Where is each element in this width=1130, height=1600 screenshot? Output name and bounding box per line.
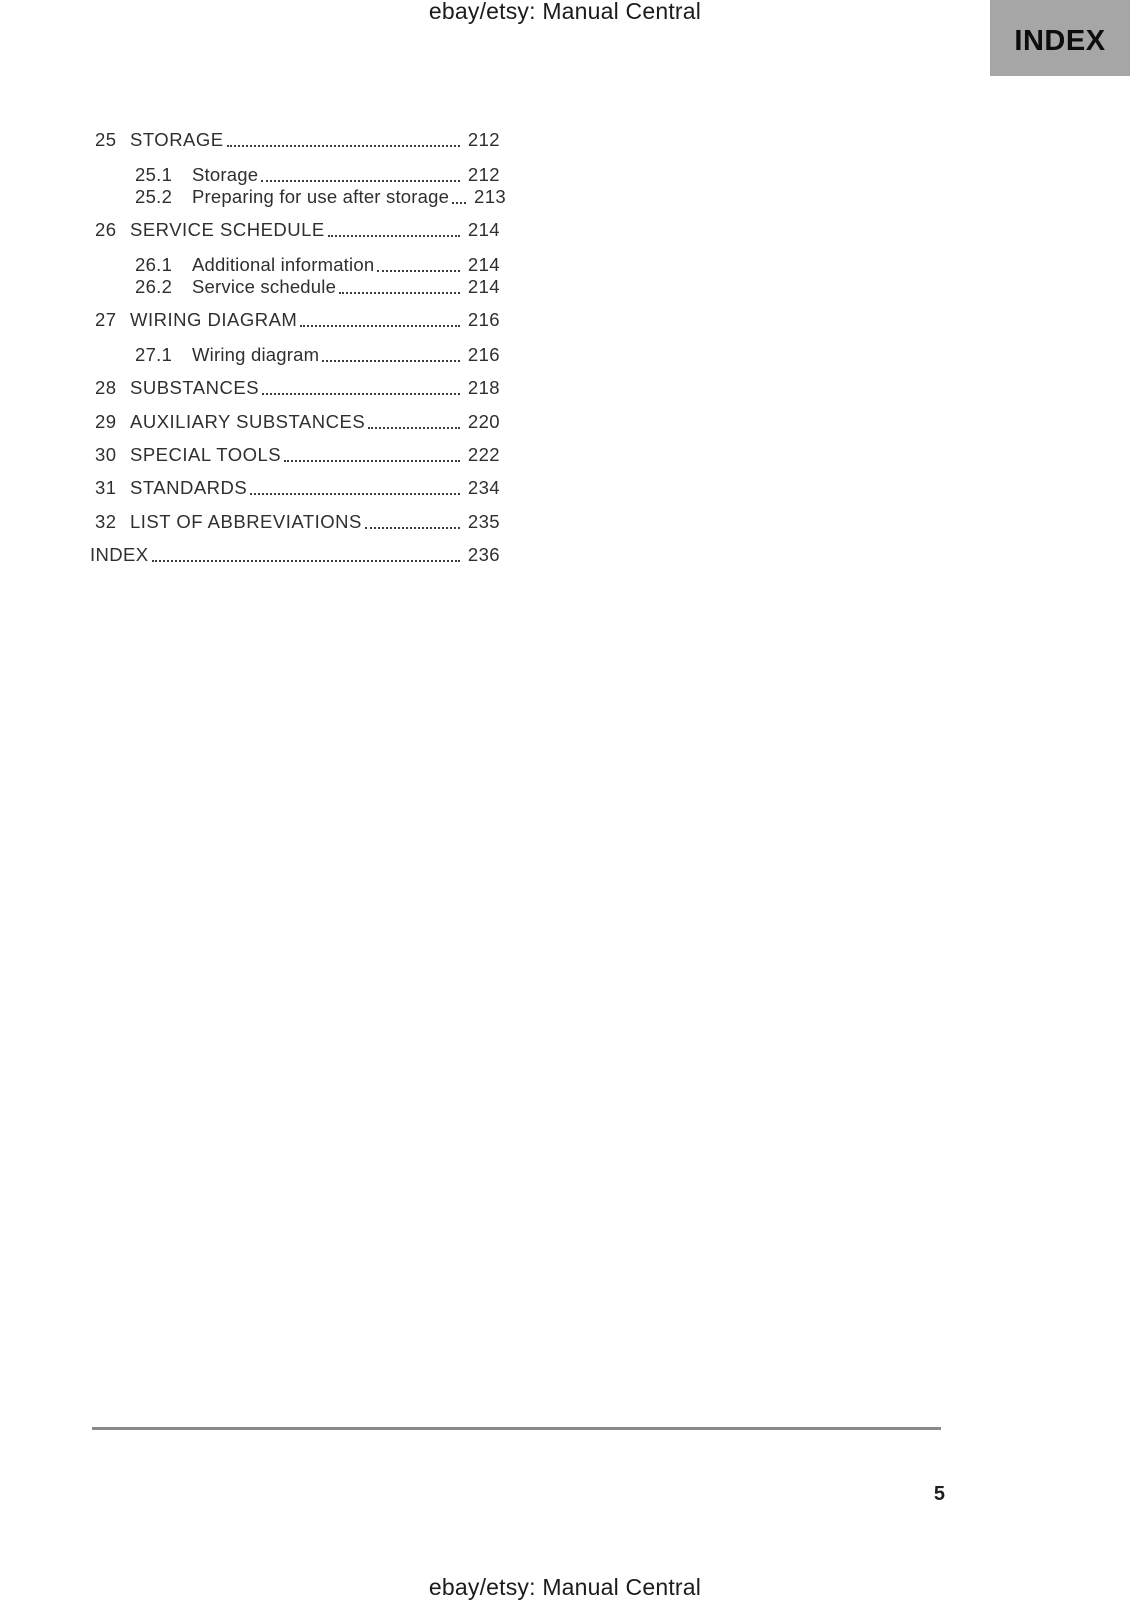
dot-leader — [339, 292, 460, 294]
header-running-title: ebay/etsy: Manual Central — [428, 0, 702, 24]
chapter-title: SUBSTANCES — [130, 377, 260, 398]
section-number: 26.1 — [135, 254, 173, 275]
section-title: Preparing for use after storage — [192, 186, 450, 207]
chapter-number: 30 — [95, 444, 117, 465]
section-title: Wiring diagram — [192, 344, 320, 365]
chapter-title: STANDARDS — [130, 477, 248, 498]
chapter-number: 25 — [95, 129, 117, 150]
page-ref: 216 — [467, 309, 500, 330]
page-ref: 236 — [467, 544, 500, 565]
dot-leader — [226, 145, 460, 147]
dot-leader — [327, 235, 460, 237]
section-number: 25.1 — [135, 164, 173, 185]
chapter-title: INDEX — [90, 544, 149, 565]
page-ref: 214 — [467, 219, 500, 240]
toc-row-substances: 28 SUBSTANCES 218 — [90, 377, 500, 399]
dot-leader — [250, 493, 460, 495]
index-chapter-tab: INDEX — [990, 0, 1130, 76]
chapter-number: 29 — [95, 411, 117, 432]
chapter-title: WIRING DIAGRAM — [130, 309, 298, 330]
section-title: Storage — [192, 164, 259, 185]
dot-leader — [364, 527, 460, 529]
chapter-number: 31 — [95, 477, 117, 498]
footer-running-title: ebay/etsy: Manual Central — [428, 1574, 702, 1600]
page-ref: 220 — [467, 411, 500, 432]
toc-row-wiring-diagram: 27 WIRING DIAGRAM 216 — [90, 309, 500, 331]
section-number: 27.1 — [135, 344, 173, 365]
dot-leader — [262, 393, 460, 395]
chapter-title: LIST OF ABBREVIATIONS — [130, 511, 362, 532]
chapter-title: SPECIAL TOOLS — [130, 444, 282, 465]
chapter-title: STORAGE — [130, 129, 224, 150]
toc-row-standards: 31 STANDARDS 234 — [90, 477, 500, 499]
page-ref: 212 — [467, 129, 500, 150]
toc-row-wiring-diagram-sub: 27.1 Wiring diagram 216 — [90, 344, 500, 366]
chapter-title: AUXILIARY SUBSTANCES — [130, 411, 366, 432]
toc-row-auxiliary-substances: 29 AUXILIARY SUBSTANCES 220 — [90, 411, 500, 433]
toc-row-special-tools: 30 SPECIAL TOOLS 222 — [90, 444, 500, 466]
page-ref: 218 — [467, 377, 500, 398]
dot-leader — [368, 427, 460, 429]
chapter-number: 28 — [95, 377, 117, 398]
page-ref: 235 — [467, 511, 500, 532]
footer-rule — [92, 1427, 941, 1430]
chapter-number: 26 — [95, 219, 117, 240]
dot-leader — [151, 560, 460, 562]
page-ref: 214 — [467, 254, 500, 275]
section-title: Service schedule — [192, 276, 337, 297]
page-ref: 212 — [467, 164, 500, 185]
dot-leader — [261, 180, 460, 182]
section-number: 25.2 — [135, 186, 173, 207]
section-number: 26.2 — [135, 276, 173, 297]
page-ref: 222 — [467, 444, 500, 465]
page-number: 5 — [933, 1483, 945, 1505]
dot-leader — [300, 325, 460, 327]
toc-row-preparing-after-storage: 25.2 Preparing for use after storage 213 — [90, 186, 506, 208]
dot-leader — [284, 460, 460, 462]
dot-leader — [377, 270, 460, 272]
table-of-contents: 25 STORAGE 212 25.1 Storage 212 25.2 Pre… — [90, 129, 506, 566]
chapter-number: 27 — [95, 309, 117, 330]
toc-row-service-schedule-sub: 26.2 Service schedule 214 — [90, 276, 500, 298]
toc-row-index: INDEX 236 — [90, 544, 500, 566]
toc-row-additional-information: 26.1 Additional information 214 — [90, 254, 500, 276]
toc-row-service-schedule: 26 SERVICE SCHEDULE 214 — [90, 219, 500, 241]
chapter-number: 32 — [95, 511, 117, 532]
section-title: Additional information — [192, 254, 375, 275]
toc-row-storage: 25 STORAGE 212 — [90, 129, 500, 151]
page-ref: 216 — [467, 344, 500, 365]
index-tab-label: INDEX — [1014, 24, 1106, 57]
page-ref: 214 — [467, 276, 500, 297]
dot-leader — [452, 202, 467, 204]
toc-row-storage-sub: 25.1 Storage 212 — [90, 164, 500, 186]
toc-row-list-of-abbreviations: 32 LIST OF ABBREVIATIONS 235 — [90, 511, 500, 533]
dot-leader — [322, 360, 460, 362]
chapter-title: SERVICE SCHEDULE — [130, 219, 325, 240]
page-ref: 234 — [467, 477, 500, 498]
page-ref: 213 — [474, 186, 507, 207]
